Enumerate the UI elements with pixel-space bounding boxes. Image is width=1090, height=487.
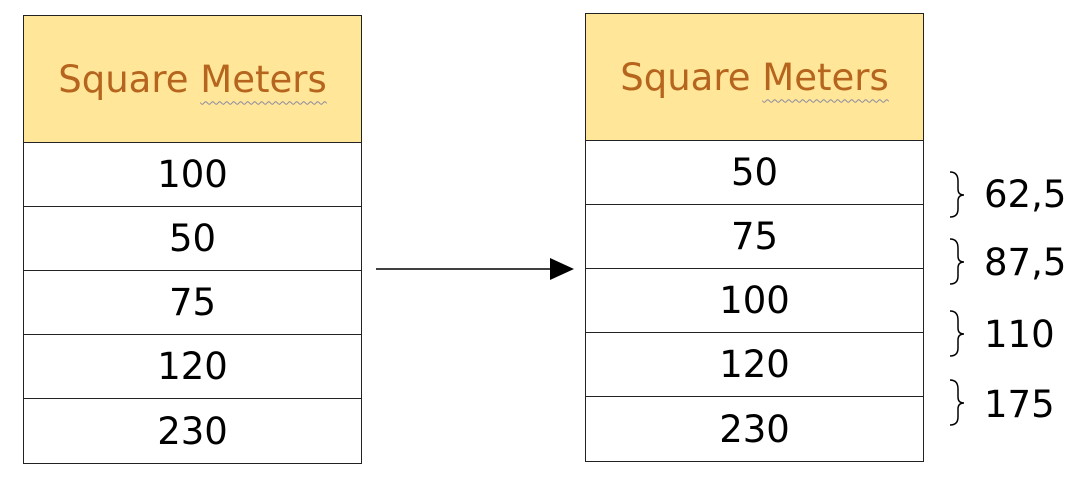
bracket-icon: [949, 238, 965, 285]
table-header: Square Meters: [24, 16, 361, 143]
bracket-icon: [949, 310, 965, 357]
table-row: 100: [24, 143, 361, 207]
header-word-meters: Meters: [762, 55, 889, 99]
table-row: 120: [586, 333, 923, 397]
bracket-icon: [949, 171, 965, 218]
midpoint-value: 87,5: [984, 241, 1067, 284]
sorted-table: Square Meters 50 75 100 120 230: [585, 13, 924, 462]
midpoint-value: 110: [984, 313, 1055, 356]
table-row: 120: [24, 335, 361, 399]
table-row: 230: [719, 407, 790, 451]
table-row: 75: [586, 205, 923, 269]
table-row: 100: [586, 269, 923, 333]
unsorted-table: Square Meters 100 50 75 120 230: [23, 15, 362, 464]
table-row: 230: [157, 409, 228, 453]
header-word-square: Square: [620, 55, 751, 99]
header-word-square: Square: [58, 57, 189, 101]
bracket-icon: [949, 379, 965, 426]
header-word-meters: Meters: [200, 57, 327, 101]
arrow-right-icon: [376, 258, 574, 280]
table-row: 50: [24, 207, 361, 271]
table-header: Square Meters: [586, 14, 923, 141]
table-row: 75: [24, 271, 361, 335]
table-row: 50: [586, 141, 923, 205]
midpoint-value: 62,5: [984, 173, 1067, 216]
midpoint-value: 175: [984, 383, 1055, 426]
